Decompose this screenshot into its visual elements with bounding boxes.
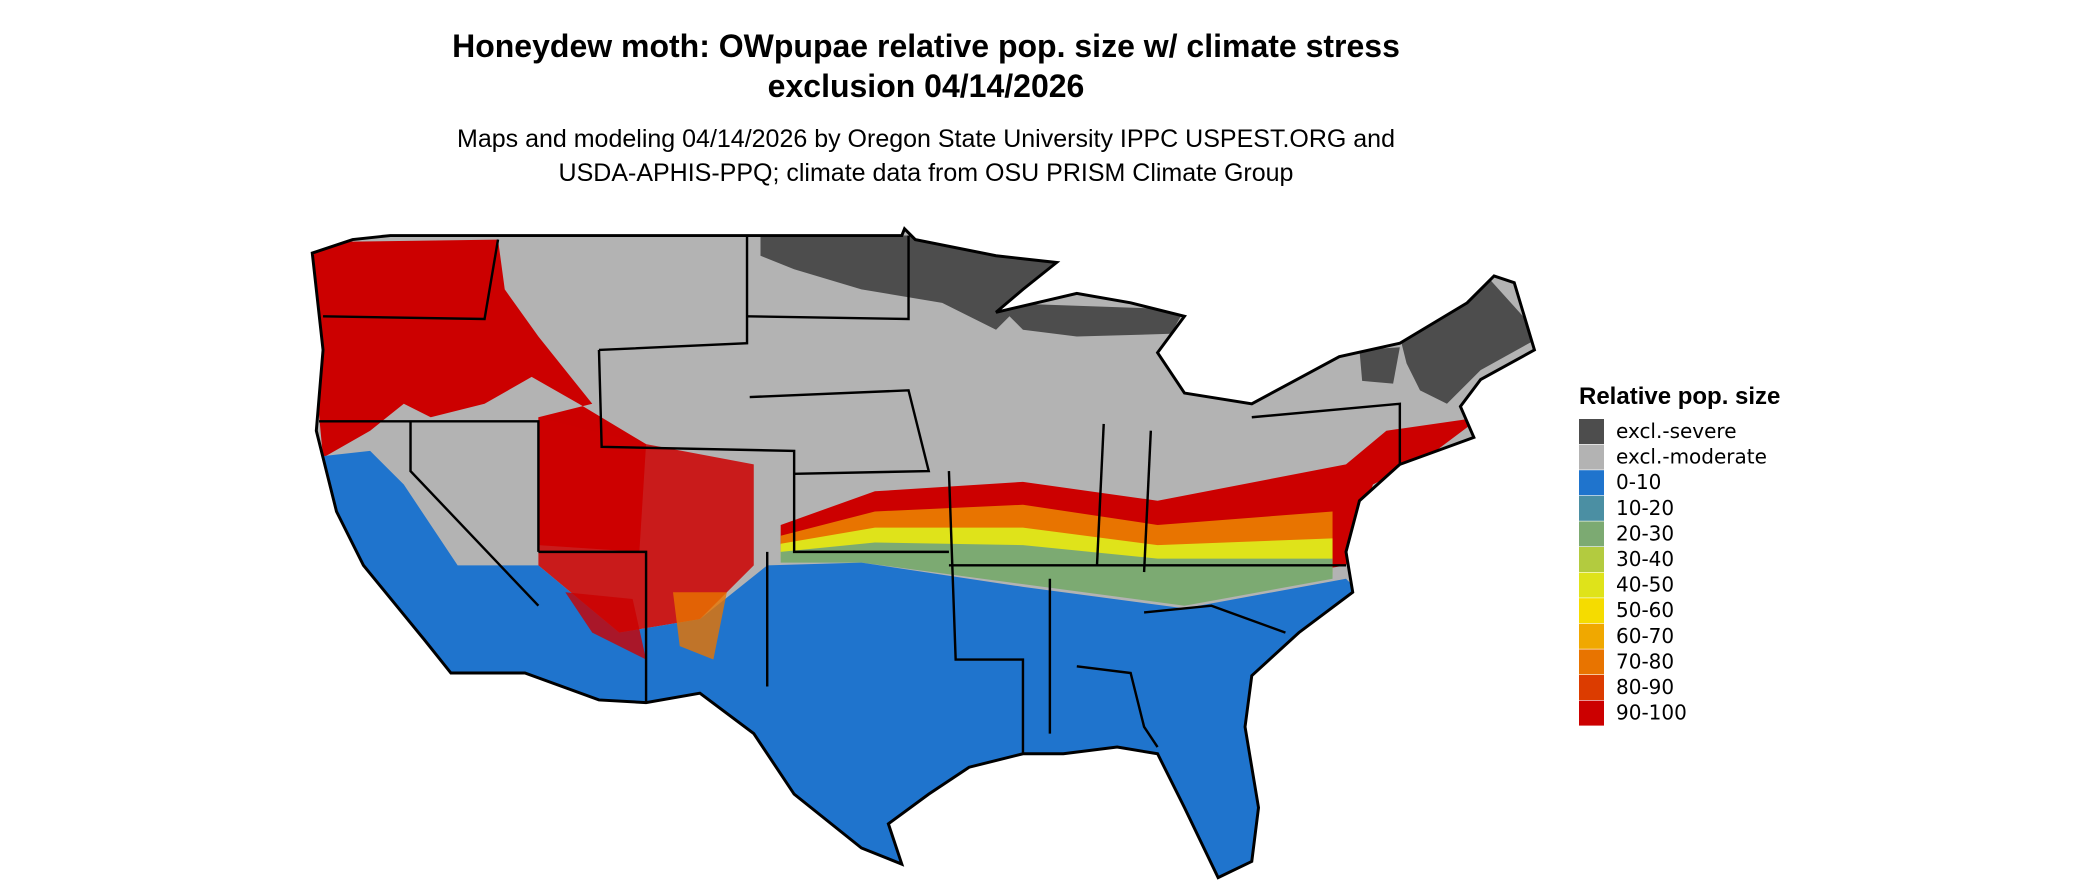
legend-label: excl.-severe <box>1616 419 1737 443</box>
legend-swatch <box>1579 572 1604 598</box>
region-severe <box>1399 269 1535 404</box>
legend-title: Relative pop. size <box>1579 383 1780 410</box>
legend-swatch <box>1579 700 1604 726</box>
legend-label: 60-70 <box>1616 624 1674 648</box>
region-severe <box>760 235 1064 330</box>
legend-label: 30-40 <box>1616 547 1674 571</box>
legend-swatch <box>1579 444 1604 470</box>
title-line: exclusion 04/14/2026 <box>768 68 1085 104</box>
legend-swatch <box>1579 598 1604 624</box>
legend-swatch <box>1579 649 1604 675</box>
legend-swatch <box>1579 419 1604 444</box>
subtitle-line: USDA-APHIS-PPQ; climate data from OSU PR… <box>559 159 1294 187</box>
legend-swatch <box>1579 470 1604 496</box>
legend-swatch <box>1579 675 1604 700</box>
map <box>310 226 1537 880</box>
legend-label: 90-100 <box>1616 701 1687 725</box>
legend-label: 10-20 <box>1616 496 1674 520</box>
subtitle-line: Maps and modeling 04/14/2026 by Oregon S… <box>457 125 1395 153</box>
region-high <box>538 417 754 633</box>
legend-swatch <box>1579 547 1604 572</box>
region-low <box>780 542 1333 606</box>
legend-swatch <box>1579 495 1604 521</box>
region-mid <box>673 592 727 660</box>
legend-label: 50-60 <box>1616 598 1674 622</box>
legend-label: 20-30 <box>1616 521 1674 545</box>
region-high <box>565 592 647 660</box>
us-outline <box>310 226 1537 880</box>
legend-label: 40-50 <box>1616 573 1674 597</box>
legend-label: excl.-moderate <box>1616 445 1767 469</box>
region-severe <box>996 302 1185 337</box>
title-line: Honeydew moth: OWpupae relative pop. siz… <box>452 28 1400 64</box>
legend-swatch <box>1579 623 1604 649</box>
state-borders <box>319 235 1402 754</box>
legend-swatch <box>1579 521 1604 547</box>
legend-label: 0-10 <box>1616 470 1661 494</box>
region-severe <box>1359 347 1400 384</box>
legend-label: 80-90 <box>1616 675 1674 699</box>
legend-label: 70-80 <box>1616 649 1674 673</box>
